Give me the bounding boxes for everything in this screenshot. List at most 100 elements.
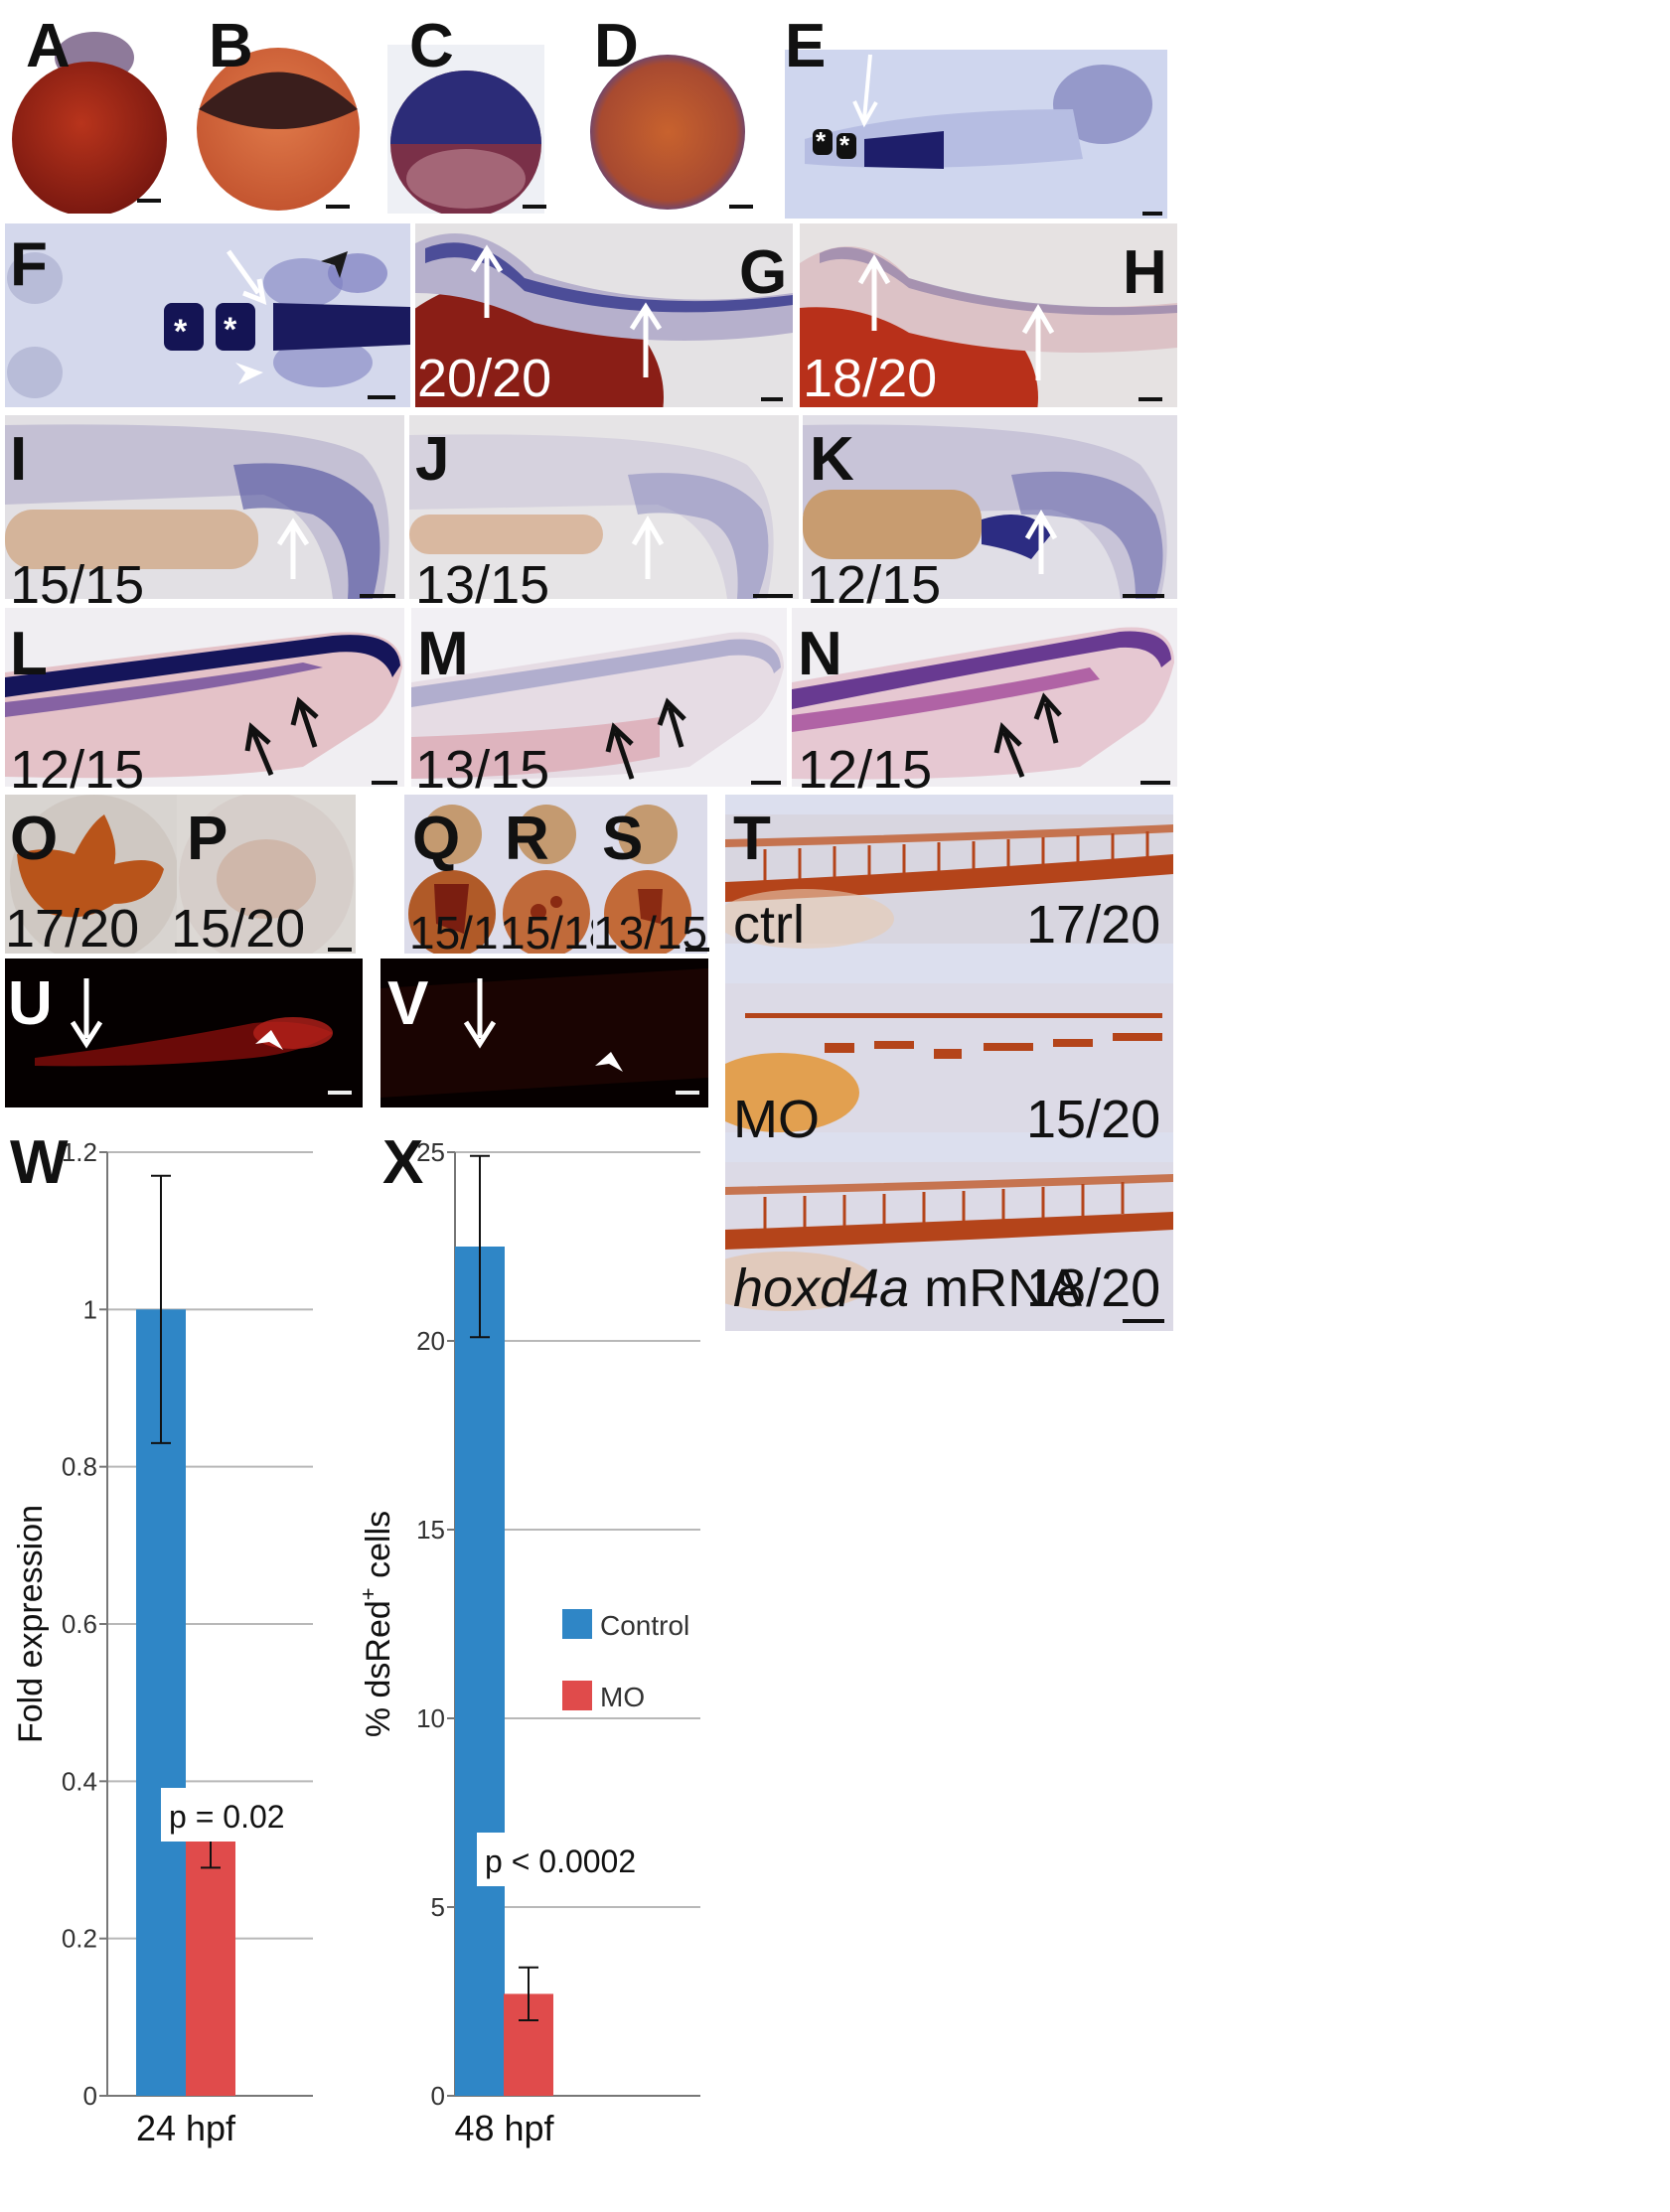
panel-count-l: 12/15 [10,740,145,800]
scale-bar-j [753,594,793,598]
panel-j-image [409,415,799,599]
panel-label-f: F [10,230,48,299]
bar-control [455,1247,505,2096]
fluorescence-v-drawing [380,968,708,1098]
t-row-3-mrna: mRNA [909,1258,1083,1318]
panel-label-l: L [10,620,48,688]
scale-bar-a [137,199,161,203]
embryo-l-drawing [5,632,402,779]
embryo-k-drawing [803,424,1167,599]
panel-c-image [387,45,544,214]
bar-mo [186,1836,235,2096]
panel-q-image [404,795,499,954]
scale-bar-l [372,781,397,785]
scale-bar-s [685,948,709,952]
panel-r-image [499,795,593,954]
svg-text:*: * [224,311,237,349]
scale-bar-n [1140,781,1170,785]
panel-count-h: 18/20 [803,349,938,408]
svg-text:*: * [816,126,827,156]
scale-bar-k [1123,594,1164,598]
x-axis-label: 24 hpf [136,2108,236,2148]
panel-label-u: U [8,969,53,1038]
panel-label-j: J [415,425,450,494]
panel-l-image [5,608,404,787]
embryo-o-drawing [10,795,179,954]
panel-label-n: N [798,620,842,688]
panel-label-w: W [10,1128,69,1197]
embryo-m-drawing [411,632,784,780]
panel-label-b: B [209,12,253,80]
scale-bar-t [1123,1319,1164,1323]
t-row-3-condition: hoxd4a mRNA [733,1261,1082,1315]
p-value-label: p < 0.0002 [485,1843,636,1879]
panel-label-c: C [409,12,454,80]
embryo-j-drawing [409,434,774,599]
panel-p-image [177,795,356,954]
scale-bar-f [368,395,395,399]
embryo-d-drawing [590,55,745,210]
y-tick-label: 1 [83,1294,97,1324]
legend-entry: Control [600,1610,689,1641]
y-tick-label: 20 [416,1326,445,1356]
panel-m-image [411,608,787,787]
y-axis-label-sup: + [356,1587,380,1600]
legend-swatch [562,1681,592,1710]
panel-k-image [803,415,1177,599]
panel-o-image [5,795,179,954]
panel-label-s: S [602,805,644,873]
panel-count-n: 12/15 [798,740,933,800]
y-axis-label: Fold expression [12,1505,50,1743]
embryo-n-drawing [792,627,1174,780]
embryo-s-drawing [604,805,691,954]
svg-text:*: * [174,313,188,351]
scale-bar-g [761,397,783,401]
embryo-a-drawing [12,32,167,214]
p-value-box [161,1788,328,1842]
panel-label-q: Q [412,805,461,873]
panel-label-i: I [10,425,28,494]
embryo-r-drawing [503,805,590,954]
panel-s-image [593,795,707,954]
y-axis-label: % dsRed+ cells [356,1511,397,1737]
t-row-2-condition: MO [733,1090,820,1149]
panel-f-image: * * [5,223,410,407]
t-row-2-count: 15/20 [1026,1090,1161,1149]
panel-count-g: 20/20 [417,349,552,408]
embryo-t-drawing [725,814,1173,1331]
panel-count-j: 13/15 [415,555,550,615]
panel-count-k: 12/15 [807,555,942,615]
scale-bar-c [523,205,546,209]
panel-d-image [586,55,755,214]
panel-n-image [792,608,1177,787]
x-axis-label: 48 hpf [454,2108,554,2148]
y-tick-label: 15 [416,1515,445,1545]
embryo-g-drawing [415,233,793,407]
t-row-1-count: 17/20 [1026,895,1161,955]
y-tick-label: 1.2 [62,1137,97,1167]
panel-label-p: P [187,805,228,873]
panel-i-image [5,415,404,599]
panel-label-g: G [739,238,788,307]
y-tick-label: 25 [416,1137,445,1167]
t-row-3-gene: hoxd4a [733,1258,910,1318]
panel-label-k: K [810,425,854,494]
svg-text:*: * [839,130,850,160]
scale-bar-d [729,205,753,209]
panel-label-v: V [387,969,429,1038]
panel-label-e: E [785,12,827,80]
t-row-1-condition: ctrl [733,895,805,955]
panel-h-image [800,223,1177,407]
panel-label-o: O [10,805,59,873]
panel-count-m: 13/15 [415,740,550,800]
embryo-b-drawing [197,48,360,211]
y-tick-label: 0 [83,2081,97,2111]
embryo-i-drawing [5,424,389,599]
panel-count-i: 15/15 [10,555,145,615]
scale-bar-m [751,781,781,785]
y-tick-label: 0.6 [62,1609,97,1639]
panel-label-x: X [382,1128,424,1197]
panel-b-image [184,0,363,214]
panel-u-image [5,959,363,1107]
embryo-c-drawing [390,71,541,214]
